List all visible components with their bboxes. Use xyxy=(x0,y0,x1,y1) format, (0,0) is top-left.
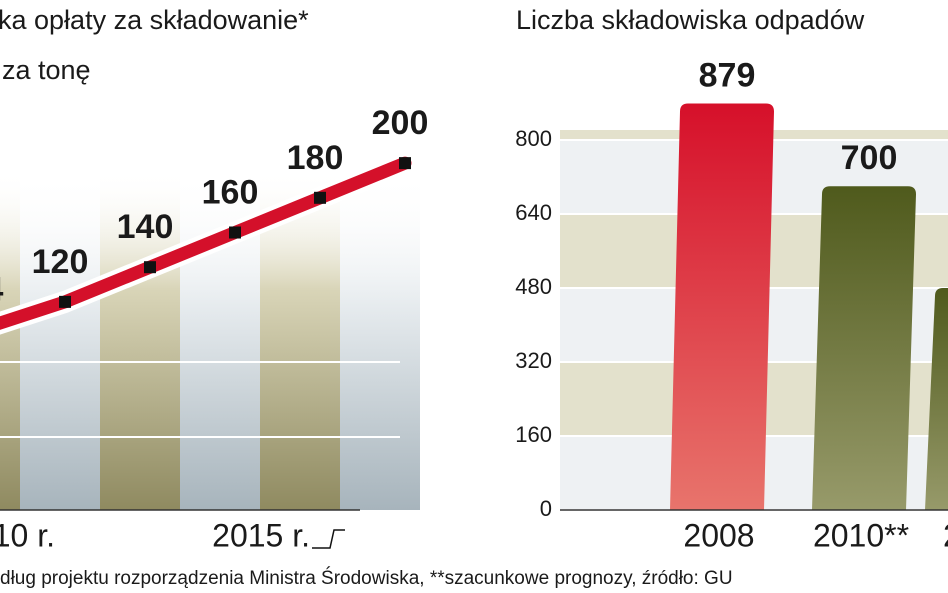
x-tick-label: 2008 xyxy=(683,517,754,553)
label-bracket xyxy=(312,529,345,549)
chart-subtitle: za tonę xyxy=(2,55,91,85)
y-tick-label: 800 xyxy=(515,126,552,151)
value-label: 160 xyxy=(202,173,259,211)
marker xyxy=(399,157,411,170)
chart-title: Liczba składowiska odpadów xyxy=(516,5,865,35)
marker xyxy=(144,261,156,274)
x-tick-label: 2015 r. xyxy=(212,517,310,553)
background-column xyxy=(340,170,420,510)
marker xyxy=(59,295,71,308)
value-label: 140 xyxy=(117,208,174,246)
background-column xyxy=(0,170,20,510)
x-tick-label: 2010** xyxy=(813,517,909,553)
line xyxy=(0,156,412,330)
marker xyxy=(314,191,326,204)
value-label: 104 xyxy=(0,271,3,309)
background-column xyxy=(100,170,180,510)
y-tick-label: 640 xyxy=(515,200,552,225)
plot: 104 120 010 r. 140 160 180 2015 r. 200 xyxy=(0,104,428,553)
bar xyxy=(670,103,774,511)
value-label: 200 xyxy=(372,104,429,142)
y-tick-label: 320 xyxy=(515,348,552,373)
chart-title: ka opłaty za składowanie* xyxy=(0,5,309,35)
left-chart: 104 120 010 r. 140 160 180 2015 r. 200 ka opłat… xyxy=(0,5,428,553)
footnote: dług projektu rozporządzenia Ministra Śr… xyxy=(0,567,733,589)
x-tick-label: 010 r. xyxy=(0,517,55,553)
bar xyxy=(925,288,948,510)
value-label: 120 xyxy=(32,243,89,281)
value-label: 180 xyxy=(287,139,344,177)
value-label: 700 xyxy=(841,139,898,177)
x-tick-label: 2 xyxy=(943,517,948,553)
bar xyxy=(812,186,916,510)
y-tick-label: 160 xyxy=(515,422,552,447)
y-tick-label: 480 xyxy=(515,274,552,299)
y-tick-label: 0 xyxy=(540,496,552,521)
marker xyxy=(229,226,241,239)
value-label: 879 xyxy=(699,56,756,94)
background-column xyxy=(20,170,100,510)
